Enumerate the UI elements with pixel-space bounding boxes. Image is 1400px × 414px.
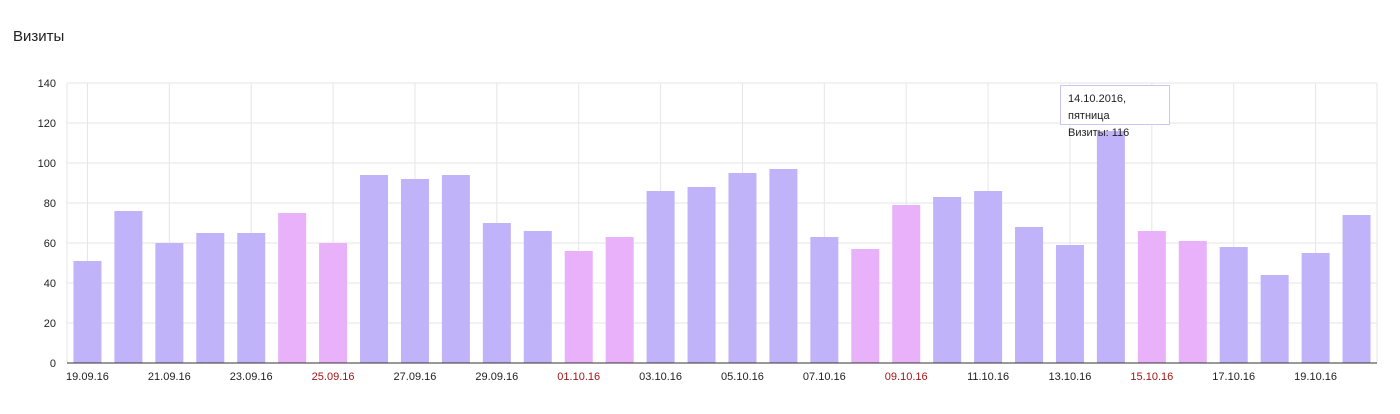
chart-title: Визиты [13, 28, 65, 45]
bar-28.09.16 [441, 175, 470, 363]
x-tick-label: 17.10.16 [1212, 371, 1255, 383]
bar-19.10.16 [1301, 253, 1330, 363]
tooltip-value: Визиты: 116 [1068, 127, 1130, 139]
bar-24.09.16 [278, 213, 307, 363]
x-tick-label: 09.10.16 [885, 371, 928, 383]
x-tick-label: 23.09.16 [230, 371, 273, 383]
bar-18.10.16 [1260, 275, 1289, 363]
x-tick-label: 15.10.16 [1130, 371, 1173, 383]
y-tick-label: 0 [50, 358, 56, 370]
bar-tooltip: 14.10.2016, пятница Визиты: 116 [1060, 85, 1170, 139]
x-tick-label: 29.09.16 [475, 371, 518, 383]
y-tick-label: 100 [38, 158, 56, 170]
y-tick-label: 140 [38, 78, 56, 90]
x-tick-label: 11.10.16 [967, 371, 1009, 383]
bar-09.10.16 [892, 205, 921, 363]
bar-23.09.16 [237, 233, 266, 363]
y-tick-label: 40 [44, 278, 56, 290]
x-tick-label: 05.10.16 [721, 371, 764, 383]
bar-07.10.16 [810, 237, 839, 363]
bar-10.10.16 [933, 197, 962, 363]
bar-01.10.16 [564, 251, 593, 363]
bar-06.10.16 [769, 169, 798, 363]
x-tick-label: 07.10.16 [803, 371, 846, 383]
bar-21.09.16 [155, 243, 184, 363]
bar-02.10.16 [605, 237, 634, 363]
x-tick-label: 25.09.16 [312, 371, 355, 383]
bar-15.10.16 [1137, 231, 1166, 363]
bar-17.10.16 [1219, 247, 1248, 363]
bar-12.10.16 [1015, 227, 1044, 363]
bar-29.09.16 [482, 223, 511, 363]
x-tick-label: 13.10.16 [1049, 371, 1092, 383]
bar-26.09.16 [360, 175, 389, 363]
bar-08.10.16 [851, 249, 880, 363]
x-tick-label: 03.10.16 [639, 371, 682, 383]
x-tick-label: 19.09.16 [66, 371, 109, 383]
y-tick-label: 80 [44, 198, 56, 210]
bar-16.10.16 [1178, 241, 1207, 363]
bar-11.10.16 [974, 191, 1003, 363]
y-tick-label: 120 [38, 118, 56, 130]
bar-27.09.16 [400, 179, 429, 363]
tooltip-date: 14.10.2016, пятница [1068, 93, 1127, 122]
bar-04.10.16 [687, 187, 716, 363]
bar-20.09.16 [114, 211, 143, 363]
bar-14.10.16 [1096, 131, 1125, 363]
bar-19.09.16 [73, 261, 102, 363]
bar-22.09.16 [196, 233, 225, 363]
x-tick-label: 19.10.16 [1294, 371, 1337, 383]
bar-03.10.16 [646, 191, 675, 363]
y-tick-label: 20 [44, 318, 56, 330]
x-tick-label: 21.09.16 [148, 371, 191, 383]
y-tick-label: 60 [44, 238, 56, 250]
bar-13.10.16 [1055, 245, 1084, 363]
bar-05.10.16 [728, 173, 757, 363]
bar-30.09.16 [523, 231, 552, 363]
x-tick-label: 01.10.16 [557, 371, 600, 383]
bar-25.09.16 [319, 243, 348, 363]
bar-20.10.16 [1342, 215, 1371, 363]
x-tick-label: 27.09.16 [394, 371, 437, 383]
